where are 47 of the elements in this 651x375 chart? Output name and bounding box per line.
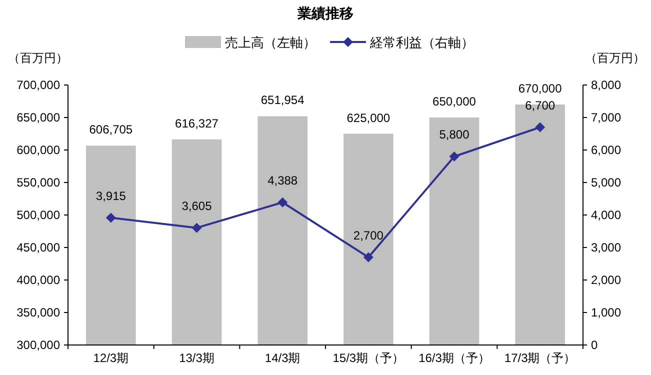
data-label: 5,800 bbox=[439, 128, 470, 142]
data-label: 625,000 bbox=[346, 110, 390, 125]
legend-label: 売上高（左軸） bbox=[225, 35, 316, 50]
point bbox=[278, 197, 288, 208]
y-tick-label: 500,000 bbox=[16, 208, 60, 222]
y2-tick-label: 7,000 bbox=[591, 110, 622, 124]
y-tick-label: 700,000 bbox=[16, 78, 60, 92]
point bbox=[449, 152, 460, 162]
y2-tick-label: 3,000 bbox=[591, 240, 622, 254]
point bbox=[192, 222, 202, 233]
y-tick-label: 650,000 bbox=[16, 110, 60, 124]
data-label: 651,954 bbox=[260, 93, 305, 108]
y-tick-label: 450,000 bbox=[16, 240, 60, 254]
y2-tick-label: 2,000 bbox=[591, 273, 622, 287]
point bbox=[535, 122, 546, 132]
y2-tick-label: 5,000 bbox=[591, 176, 622, 190]
y2-tick-label: 0 bbox=[591, 338, 598, 352]
data-label: 606,705 bbox=[89, 122, 133, 137]
x-tick-label: 12/3期 bbox=[93, 351, 129, 365]
x-tick-label: 15/3期（予） bbox=[332, 351, 404, 365]
data-label: 3,915 bbox=[96, 188, 126, 203]
y-tick-label: 600,000 bbox=[16, 143, 60, 157]
data-label: 616,327 bbox=[175, 116, 219, 130]
point bbox=[363, 252, 374, 262]
data-label: 650,000 bbox=[432, 94, 476, 108]
y2-axis-title: （百万円） bbox=[585, 51, 645, 65]
y2-tick-label: 8,000 bbox=[591, 78, 622, 92]
y2-tick-label: 4,000 bbox=[591, 208, 622, 222]
y2-tick-label: 1,000 bbox=[591, 306, 622, 320]
y-tick-label: 300,000 bbox=[16, 338, 60, 352]
x-tick-label: 16/3期（予） bbox=[418, 351, 490, 365]
y-axis-title: （百万円） bbox=[8, 51, 68, 65]
data-label: 4,388 bbox=[268, 173, 298, 188]
legend-label: 経常利益（右軸） bbox=[369, 35, 474, 50]
y-tick-label: 550,000 bbox=[16, 176, 60, 190]
x-tick-label: 13/3期 bbox=[179, 351, 214, 365]
y-tick-label: 350,000 bbox=[16, 306, 60, 320]
data-label: 3,605 bbox=[182, 198, 212, 213]
chart-title: 業績推移 bbox=[296, 5, 354, 21]
x-tick-label: 17/3期（予） bbox=[504, 351, 576, 365]
point bbox=[106, 212, 116, 223]
x-tick-label: 14/3期 bbox=[264, 351, 300, 365]
data-label: 2,700 bbox=[353, 228, 384, 242]
y-tick-label: 400,000 bbox=[16, 273, 60, 287]
data-label: 670,000 bbox=[518, 82, 562, 96]
data-label: 6,700 bbox=[525, 98, 556, 112]
y2-tick-label: 6,000 bbox=[591, 143, 622, 157]
